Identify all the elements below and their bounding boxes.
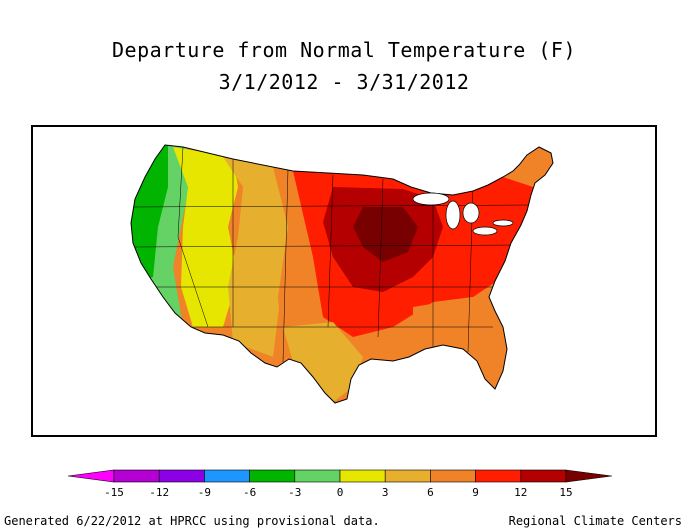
- legend-swatch: [475, 469, 522, 483]
- legend-arrow-low: [67, 469, 115, 483]
- legend-swatch: [430, 469, 476, 483]
- legend-tick-label: 9: [472, 486, 479, 499]
- generated-note: Generated 6/22/2012 at HPRCC using provi…: [4, 514, 380, 528]
- legend-swatch: [204, 469, 250, 483]
- legend-swatch: [294, 469, 341, 483]
- legend-swatch: [158, 469, 205, 483]
- legend-arrow-high: [565, 469, 613, 483]
- map-frame: [31, 125, 657, 437]
- legend-tick-label: -12: [149, 486, 169, 499]
- legend-tick-label: -6: [243, 486, 256, 499]
- color-scale-legend: -15 -12 -9 -6 -3 0 3 6 9 12 15: [60, 468, 620, 510]
- map-date-range: 3/1/2012 - 3/31/2012: [218, 70, 470, 94]
- legend-swatch: [384, 469, 431, 483]
- legend-swatch: [249, 469, 296, 483]
- legend-tick-label: -3: [288, 486, 301, 499]
- legend-tick-label: 0: [337, 486, 344, 499]
- source-credit: Regional Climate Centers: [508, 514, 682, 528]
- legend-tick-label: -15: [104, 486, 124, 499]
- legend-tick-label: 6: [427, 486, 434, 499]
- legend-swatch: [520, 469, 567, 483]
- legend-swatch: [113, 469, 160, 483]
- legend-tick-label: 3: [382, 486, 389, 499]
- map-title: Departure from Normal Temperature (F): [111, 38, 577, 62]
- legend-tick-label: 15: [559, 486, 572, 499]
- legend-tick-label: 12: [514, 486, 527, 499]
- temperature-departure-map: [130, 144, 554, 404]
- legend-colorbar: -15 -12 -9 -6 -3 0 3 6 9 12 15: [67, 469, 613, 499]
- legend-tick-label: -9: [198, 486, 211, 499]
- legend-swatch: [339, 469, 386, 483]
